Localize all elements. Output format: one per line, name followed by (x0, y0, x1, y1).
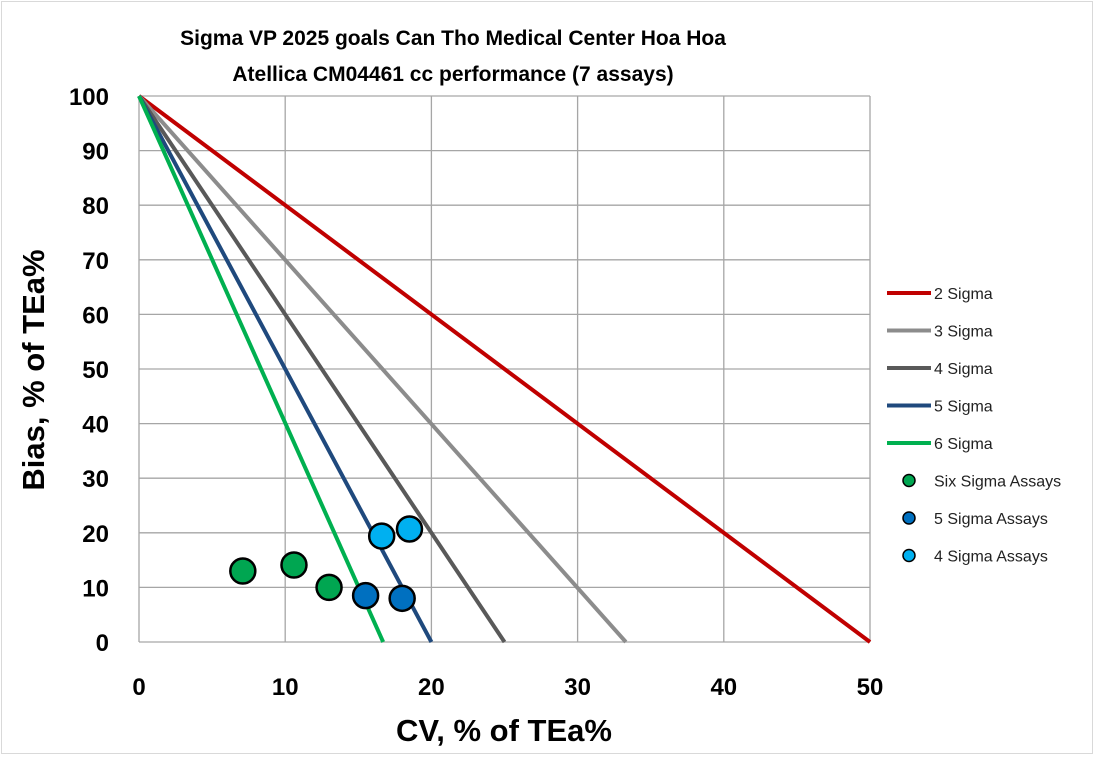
assay-point-five-sigma (351, 581, 380, 610)
y-tick-label: 80 (82, 193, 109, 220)
y-tick-labels: 0 10 20 30 40 50 60 70 80 90 100 (69, 84, 109, 657)
sigma-line-3 (137, 94, 628, 644)
chart-title-line-2: Atellica CM04461 cc performance (7 assay… (232, 63, 673, 86)
y-axis-label: Bias, % of TEa% (16, 249, 51, 490)
y-tick-label: 90 (82, 139, 109, 166)
legend-swatch-marker (902, 473, 916, 488)
y-tick-label: 50 (82, 357, 109, 384)
legend-swatch-marker (902, 511, 916, 525)
x-tick-label: 50 (857, 674, 884, 701)
x-tick-label: 0 (132, 674, 145, 701)
assay-point-six-sigma (229, 557, 257, 585)
sigma-lines (137, 94, 872, 644)
x-tick-labels: 0 10 20 30 40 50 (132, 674, 883, 701)
legend-label: 4 Sigma Assays (934, 549, 1048, 566)
legend: 2 Sigma 3 Sigma 4 Sigma 5 Sigma 6 Sigma Six S… (887, 286, 1061, 566)
assay-point-six-sigma (315, 573, 343, 602)
x-tick-label: 30 (564, 674, 591, 701)
legend-label: 4 Sigma (934, 361, 993, 378)
y-tick-label: 70 (82, 248, 109, 275)
y-tick-label: 0 (96, 630, 109, 657)
y-tick-label: 40 (82, 412, 109, 439)
sigma-line-6 (137, 95, 385, 643)
legend-label: 6 Sigma (934, 436, 993, 453)
assay-point-four-sigma (395, 515, 424, 543)
legend-label: 5 Sigma Assays (934, 511, 1048, 528)
assay-point-five-sigma (388, 584, 416, 613)
sigma-line-4 (137, 94, 507, 644)
legend-label: 3 Sigma (934, 324, 993, 341)
y-tick-label: 100 (69, 84, 109, 111)
y-tick-label: 30 (82, 466, 109, 493)
legend-swatch-marker (902, 548, 916, 563)
assay-points (229, 515, 424, 613)
y-tick-label: 60 (82, 302, 109, 329)
legend-label: Six Sigma Assays (934, 474, 1061, 491)
y-tick-label: 10 (82, 575, 109, 602)
y-tick-label: 20 (82, 521, 109, 548)
x-tick-label: 20 (418, 674, 445, 701)
sigma-line-5 (137, 95, 434, 643)
x-tick-label: 10 (272, 674, 299, 701)
legend-label: 5 Sigma (934, 399, 993, 416)
assay-point-four-sigma (367, 522, 396, 550)
x-axis-label: CV, % of TEa% (396, 713, 612, 748)
x-tick-label: 40 (710, 674, 737, 701)
legend-label: 2 Sigma (934, 286, 993, 303)
assay-point-six-sigma (280, 551, 308, 579)
chart-title-line-1: Sigma VP 2025 goals Can Tho Medical Cent… (180, 27, 726, 50)
sigma-line-2 (137, 94, 872, 644)
